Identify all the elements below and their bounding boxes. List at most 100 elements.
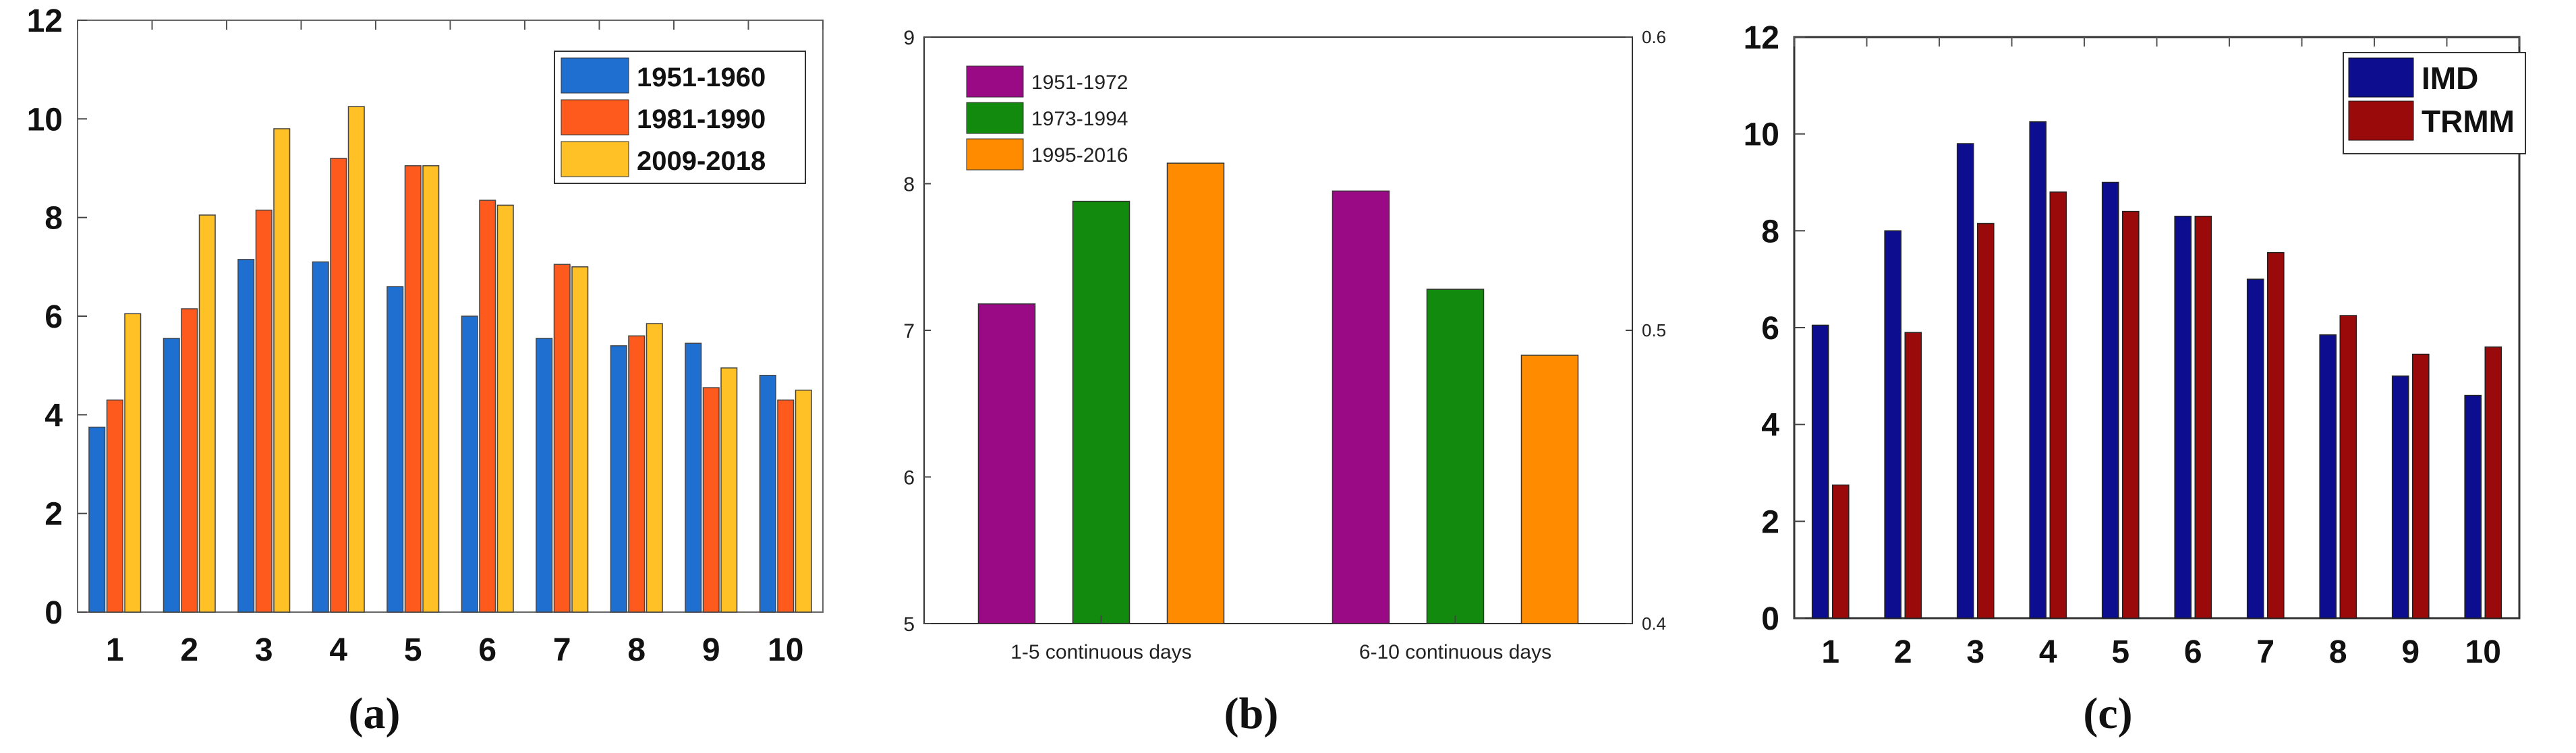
panel-a-legend-swatch-3: [561, 141, 629, 177]
panel-a-x-tick-label: 7: [553, 632, 571, 668]
panel-a-x-tick-label: 4: [329, 632, 347, 668]
panel-a-legend-label-3: 2009-2018: [637, 146, 766, 176]
panel-c-bar-imd-5: [2101, 181, 2119, 619]
panel-a-bar-1951-1960-7: [536, 338, 553, 613]
panel-a-bar-1951-1960-4: [312, 261, 329, 613]
panel-c-x-tick-label: 1: [1821, 634, 1839, 670]
panel-a-bar-2009-2018-2: [198, 214, 216, 613]
panel-a-bar-1981-1990-3: [255, 209, 273, 613]
panel-a-bar-1981-1990-8: [628, 335, 646, 613]
panel-a-y-tick-label: 10: [27, 102, 63, 138]
panel-a-bar-2009-2018-3: [273, 128, 291, 613]
panel-a-bar-1981-1990-4: [330, 158, 347, 613]
panel-b-bar-1973-1994-2: [1426, 289, 1485, 624]
panel-a-bar-1951-1960-6: [461, 315, 478, 613]
panel-a-x-tick-label: 9: [702, 632, 720, 668]
panel-b-bar-1973-1994-1: [1072, 200, 1130, 624]
panel-a-bar-1981-1990-6: [479, 200, 496, 613]
panel-a-bar-2009-2018-10: [795, 390, 812, 613]
panel-c-bar-imd-8: [2319, 334, 2337, 619]
panel-c-label: (c): [2083, 689, 2132, 738]
panel-b-bar-1951-1972-2: [1332, 190, 1390, 624]
panel-b-legend-swatch-2: [966, 102, 1024, 134]
panel-c-y-tick-label: 4: [1761, 408, 1779, 444]
panel-b-y-tick-label: 5: [903, 613, 915, 636]
panel-c-legend-swatch-1: [2348, 57, 2414, 98]
panel-a-x-tick-label: 10: [768, 632, 803, 668]
panel-a-bar-2009-2018-5: [422, 165, 440, 613]
panel-a-bar-1981-1990-5: [404, 165, 422, 613]
panel-a-y-tick-label: 2: [45, 497, 63, 533]
panel-b-x-tick-label: 1-5 continuous days: [1010, 641, 1192, 663]
panel-a-x-tick-label: 5: [404, 632, 422, 668]
panel-b-x-tick-label: 6-10 continuous days: [1359, 641, 1551, 663]
panel-a-bar-1981-1990-9: [702, 387, 720, 613]
panel-c-bar-imd-10: [2464, 394, 2482, 619]
panel-c-bar-imd-9: [2391, 375, 2409, 619]
panel-c-bar-imd-4: [2029, 121, 2047, 619]
panel-c-bar-trmm-5: [2122, 210, 2140, 619]
panel-c-x-tick-label: 7: [2256, 634, 2274, 670]
panel-a-y-tick-label: 4: [45, 398, 63, 433]
panel-a-legend-label-2: 1981-1990: [637, 104, 766, 134]
panel-a-x-tick-label: 6: [478, 632, 496, 668]
panel-c-bar-trmm-9: [2412, 353, 2430, 619]
panel-b-chart: 5 6 7 8 9 0.4 0.5 0.6 1-5 continuous days 6-10 co…: [903, 27, 1666, 663]
panel-c-x-tick-label: 3: [1966, 634, 1984, 670]
panel-c-x-tick-label: 9: [2401, 634, 2420, 670]
panel-c-bar-trmm-7: [2267, 251, 2285, 619]
panel-b-y-tick-label: 9: [903, 27, 915, 49]
panel-c-bar-trmm-10: [2484, 346, 2502, 619]
panel-a-y-tick-label: 8: [45, 201, 63, 237]
panel-c-legend-label-2: TRMM: [2422, 104, 2515, 139]
panel-c-x-tick-label: 10: [2465, 634, 2501, 670]
panel-c-x-tick-label: 2: [1894, 634, 1912, 670]
panel-a-bar-1981-1990-2: [181, 308, 198, 613]
panel-a-bar-1951-1960-5: [387, 286, 404, 613]
panel-b-right-tick-label: 0.4: [1642, 613, 1666, 634]
panel-a-bar-2009-2018-6: [496, 204, 514, 613]
panel-a-bar-1951-1960-9: [685, 342, 702, 613]
panel-a-bar-1951-1960-2: [163, 338, 180, 613]
panel-c-bar-trmm-2: [1904, 332, 1922, 619]
panel-c-y-tick-label: 0: [1761, 601, 1779, 637]
panel-a-label: (a): [349, 689, 401, 738]
panel-c-y-tick-label: 6: [1761, 311, 1779, 347]
panel-c-y-tick-label: 12: [1744, 20, 1779, 56]
panel-b-legend-swatch-1: [966, 65, 1024, 98]
panel-a-bar-2009-2018-8: [646, 323, 663, 613]
panel-c-bar-imd-1: [1811, 324, 1829, 619]
panel-c-bar-trmm-3: [1977, 222, 1995, 619]
panel-b-legend-label-1: 1951-1972: [1031, 71, 1128, 94]
panel-b-legend-label-3: 1995-2016: [1031, 144, 1128, 167]
panel-a-bar-1981-1990-10: [777, 399, 795, 613]
panel-a-bar-2009-2018-4: [347, 106, 365, 613]
panel-b-right-tick-label: 0.6: [1642, 27, 1666, 47]
panel-b-legend-swatch-3: [966, 138, 1024, 171]
panel-c-bar-trmm-4: [2049, 191, 2067, 619]
panel-a-bar-1981-1990-7: [553, 264, 571, 613]
panel-b-bar-1951-1972-1: [977, 303, 1036, 624]
panel-c-x-tick-label: 5: [2111, 634, 2129, 670]
panel-a-y-tick-label: 12: [27, 3, 63, 39]
panel-b-label: (b): [1224, 689, 1279, 738]
panel-b-right-tick-label: 0.5: [1642, 320, 1666, 340]
panel-a-y-tick-label: 6: [45, 299, 63, 335]
panel-c-legend-label-1: IMD: [2422, 61, 2478, 96]
panel-a-bar-1981-1990-1: [106, 399, 123, 613]
panel-c-bar-imd-2: [1884, 230, 1901, 619]
panel-c-bar-trmm-6: [2194, 216, 2212, 619]
panel-b-legend-label-2: 1973-1994: [1031, 108, 1128, 130]
panel-a-bar-2009-2018-7: [571, 266, 589, 613]
panel-c-legend-swatch-2: [2348, 100, 2414, 141]
panel-c-bar-trmm-8: [2339, 315, 2357, 619]
panel-a-x-tick-label: 8: [627, 632, 646, 668]
panel-a-x-tick-label: 2: [180, 632, 198, 668]
panel-c-x-tick-label: 4: [2039, 634, 2057, 670]
panel-a-bar-1951-1960-8: [610, 345, 627, 613]
panel-a-bar-1951-1960-3: [237, 259, 255, 613]
panel-c-y-tick-label: 10: [1744, 117, 1779, 153]
panel-c-bar-imd-6: [2174, 216, 2192, 619]
